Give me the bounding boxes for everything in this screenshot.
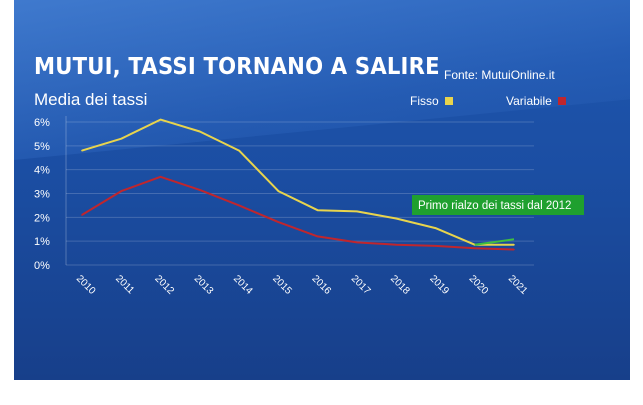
data-point-variabile xyxy=(81,214,83,216)
legend-label-fisso: Fisso xyxy=(410,94,439,108)
data-point-variabile xyxy=(395,243,397,246)
series-lines xyxy=(81,118,515,251)
data-point-fisso xyxy=(356,210,358,213)
x-tick-label: 2020 xyxy=(467,273,491,297)
page-footer-clip xyxy=(0,393,643,405)
y-axis-ticks: 0% 1% 2% 3% 4% 5% 6% xyxy=(34,117,50,272)
x-tick-label: 2010 xyxy=(74,273,98,297)
data-point-fisso xyxy=(277,190,280,192)
annotation: Primo rialzo dei tassi dal 2012 xyxy=(412,195,584,246)
x-tick-label: 2014 xyxy=(231,273,255,297)
x-tick-label: 2016 xyxy=(310,273,334,297)
annotation-box xyxy=(412,195,584,215)
y-tick-label: 6% xyxy=(34,117,50,129)
x-tick-label: 2018 xyxy=(388,273,412,297)
line-chart: 0%1%2%3%4%5%6% 2010 2011 2012 2013 2014 2015 2… xyxy=(34,116,584,297)
data-point-fisso xyxy=(513,243,515,246)
chart-panel: MUTUI, TASSI TORNANO A SALIRE Media dei … xyxy=(14,0,630,380)
data-point-variabile xyxy=(277,221,280,223)
legend-label-variabile: Variabile xyxy=(506,94,552,108)
x-tick-label: 2015 xyxy=(270,273,294,297)
data-point-fisso xyxy=(199,130,201,133)
data-point-variabile xyxy=(159,176,162,178)
x-tick-label: 2019 xyxy=(427,273,451,297)
legend-item-fisso: Fisso xyxy=(410,94,453,108)
x-tick-label: 2021 xyxy=(506,273,530,297)
data-point-variabile xyxy=(316,235,319,238)
data-point-fisso xyxy=(238,149,240,152)
data-point-variabile xyxy=(473,247,476,250)
x-axis-ticks: 2010 2011 2012 2013 2014 2015 2016 2017 2018 2019… xyxy=(74,273,530,297)
data-point-variabile xyxy=(120,190,123,192)
x-tick-label: 2013 xyxy=(192,273,216,297)
legend-item-variabile: Variabile xyxy=(506,94,566,108)
chart-title: MUTUI, TASSI TORNANO A SALIRE xyxy=(34,54,440,80)
data-point-fisso xyxy=(81,149,83,152)
series-line-variabile xyxy=(81,175,515,251)
y-tick-label: 0% xyxy=(34,260,50,272)
x-tick-label: 2011 xyxy=(113,273,136,296)
legend-swatch-fisso xyxy=(444,97,453,105)
data-point-variabile xyxy=(356,241,358,244)
grid-lines xyxy=(65,116,534,266)
annotation-label: Primo rialzo dei tassi dal 2012 xyxy=(418,200,571,212)
rise-highlight-segment xyxy=(474,238,515,246)
x-tick-label: 2012 xyxy=(152,273,176,297)
y-tick-label: 3% xyxy=(34,189,50,201)
data-point-fisso xyxy=(316,209,319,211)
chart-subtitle: Media dei tassi xyxy=(34,90,148,109)
data-point-fisso xyxy=(434,227,437,229)
data-point-variabile xyxy=(513,248,515,251)
data-point-fisso xyxy=(159,118,162,121)
data-point-fisso xyxy=(395,217,397,220)
x-tick-label: 2017 xyxy=(349,273,373,297)
y-tick-label: 2% xyxy=(34,212,50,224)
legend-swatch-variabile xyxy=(557,97,566,105)
data-point-variabile xyxy=(434,245,437,247)
series-line-fisso xyxy=(81,118,514,246)
source-label: Fonte: MutuiOnline.it xyxy=(444,68,555,82)
y-tick-label: 5% xyxy=(34,141,50,153)
y-tick-label: 1% xyxy=(34,236,50,248)
data-point-variabile xyxy=(199,189,201,191)
y-tick-label: 4% xyxy=(34,165,50,177)
data-point-variabile xyxy=(238,204,240,207)
data-point-fisso xyxy=(120,137,123,140)
